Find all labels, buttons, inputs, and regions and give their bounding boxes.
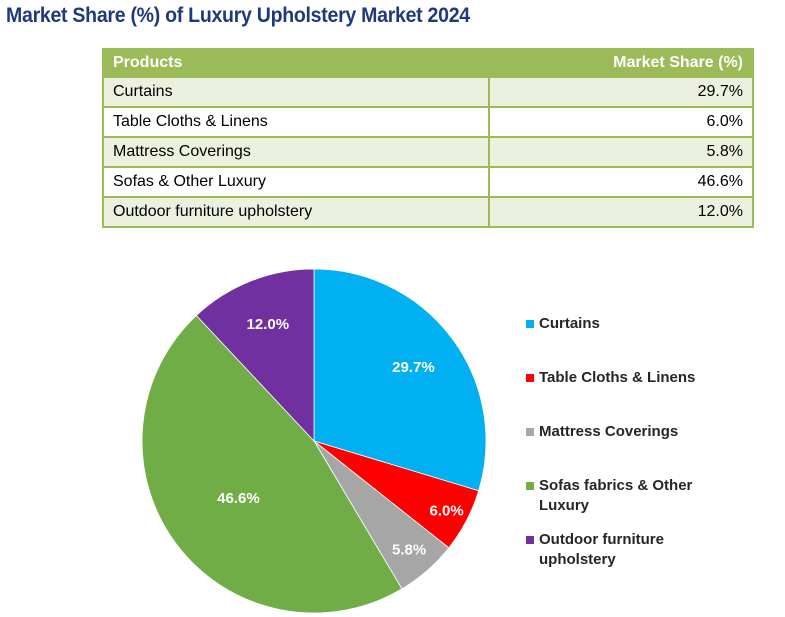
legend-label: Sofas fabrics & Other Luxury (539, 477, 693, 514)
page-title: Market Share (%) of Luxury Upholstery Ma… (6, 4, 470, 27)
table-header-row: Products Market Share (%) (101, 48, 754, 78)
legend-label: Table Cloths & Linens (539, 369, 696, 386)
legend-item-table-cloths-and-linens: Table Cloths & Linens (526, 368, 739, 388)
legend-label: Mattress Coverings (539, 423, 679, 440)
product-cell: Mattress Coverings (101, 136, 491, 168)
product-cell: Table Cloths & Linens (101, 106, 491, 138)
column-header-market-share: Market Share (%) (488, 48, 754, 78)
legend-swatch (526, 536, 534, 544)
product-cell: Curtains (101, 76, 491, 108)
data-label-mattress-coverings: 5.8% (392, 542, 426, 559)
data-label-sofas-fabrics-and-other-luxury: 46.6% (217, 490, 260, 507)
legend-label: Curtains (539, 315, 600, 332)
legend-item-sofas-fabrics-and-other-luxury: Sofas fabrics & Other Luxury (526, 476, 739, 516)
data-label-curtains: 29.7% (392, 359, 435, 376)
legend-swatch (526, 320, 534, 328)
table-row: Outdoor furniture upholstery 12.0% (101, 196, 754, 228)
data-label-table-cloths-and-linens: 6.0% (429, 502, 463, 519)
product-cell: Sofas & Other Luxury (101, 166, 491, 198)
legend-item-mattress-coverings: Mattress Coverings (526, 422, 739, 442)
column-header-products: Products (101, 48, 491, 78)
legend-swatch (526, 482, 534, 490)
legend-label: Outdoor furniture upholstery (539, 531, 664, 568)
table-row: Sofas & Other Luxury 46.6% (101, 166, 754, 198)
table-row: Table Cloths & Linens 6.0% (101, 106, 754, 138)
pie-slice-outdoor-furniture-upholstery (195, 268, 315, 443)
legend-swatch (526, 374, 534, 382)
table-row: Curtains 29.7% (101, 76, 754, 108)
table-row: Mattress Coverings 5.8% (101, 136, 754, 168)
share-cell: 6.0% (488, 106, 754, 138)
data-label-outdoor-furniture-upholstery: 12.0% (247, 316, 290, 333)
share-cell: 29.7% (488, 76, 754, 108)
share-cell: 46.6% (488, 166, 754, 198)
market-share-table: Products Market Share (%) Curtains 29.7%… (101, 48, 754, 228)
pie-slice-sofas-fabrics-and-other-luxury (141, 314, 403, 614)
product-cell: Outdoor furniture upholstery (101, 196, 491, 228)
legend-item-curtains: Curtains (526, 314, 739, 334)
share-cell: 12.0% (488, 196, 754, 228)
legend-item-outdoor-furniture-upholstery: Outdoor furniture upholstery (526, 530, 739, 570)
pie-slice-curtains (313, 268, 487, 492)
share-cell: 5.8% (488, 136, 754, 168)
legend-swatch (526, 428, 534, 436)
